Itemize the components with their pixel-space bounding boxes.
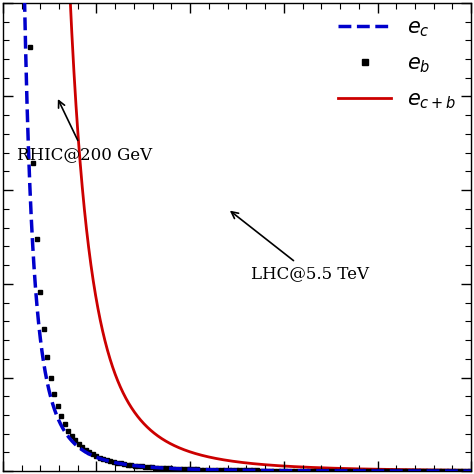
Text: LHC@5.5 TeV: LHC@5.5 TeV xyxy=(231,212,369,282)
Legend: $e_c$, $e_b$, $e_{c+b}$: $e_c$, $e_b$, $e_{c+b}$ xyxy=(330,9,465,119)
Text: RHIC@200 GeV: RHIC@200 GeV xyxy=(17,100,152,163)
